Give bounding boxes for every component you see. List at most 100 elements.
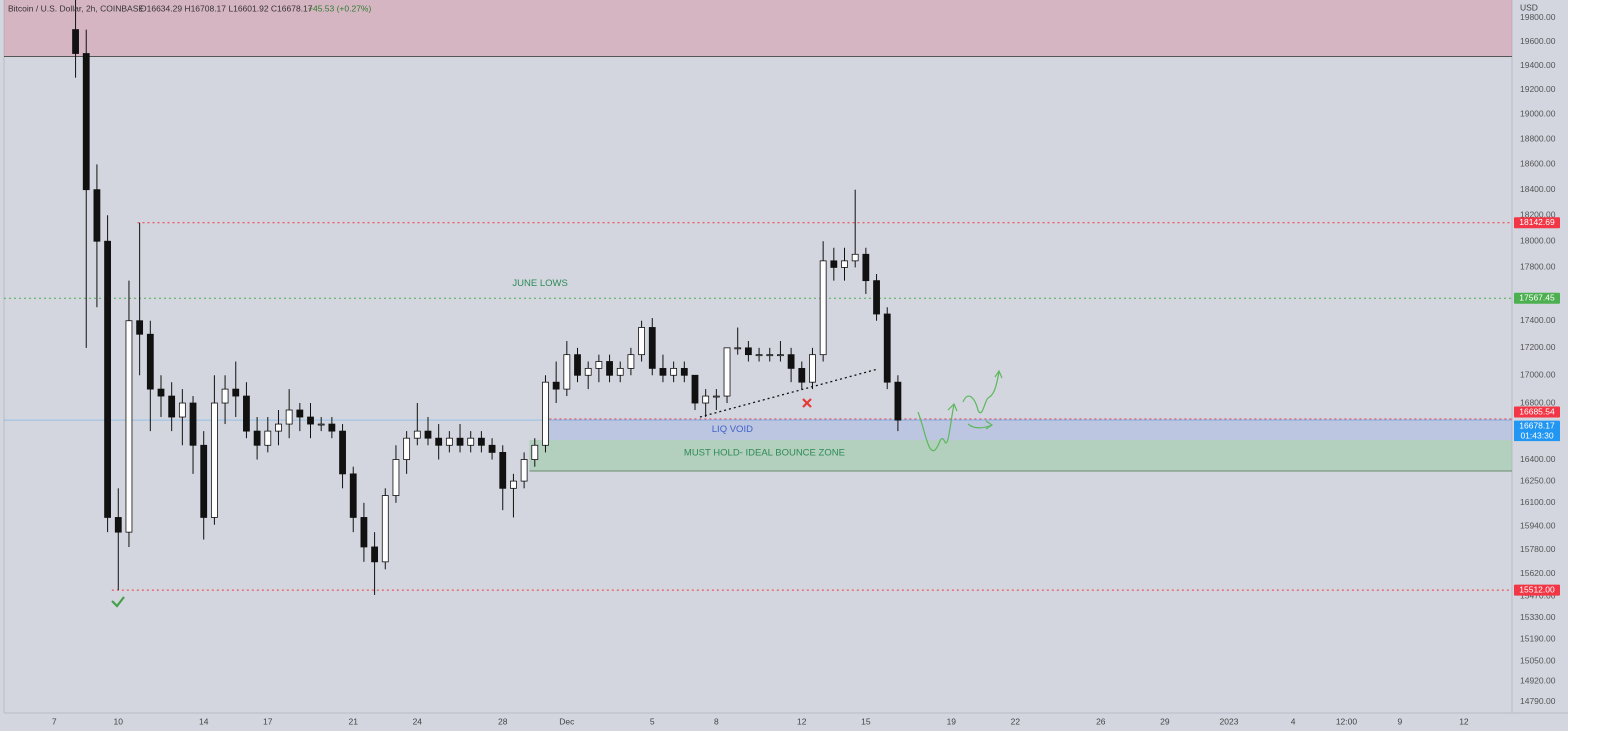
countdown-box bbox=[1514, 431, 1560, 442]
candle-body bbox=[670, 367, 678, 376]
x-tick-label: 15 bbox=[861, 716, 871, 726]
candle-body bbox=[627, 354, 635, 369]
y-tick-label: 19000.00 bbox=[1520, 109, 1556, 119]
candle-body bbox=[168, 395, 176, 418]
candle-body bbox=[584, 367, 592, 376]
level-label: 16685.54 bbox=[1519, 406, 1555, 416]
check-mark bbox=[111, 596, 125, 608]
x-tick-label: 4 bbox=[1291, 716, 1296, 726]
level-label-box bbox=[1514, 217, 1560, 229]
change: +45.53 (+0.27%) bbox=[308, 3, 371, 13]
candle-body bbox=[403, 437, 411, 460]
y-tick-label: 14790.00 bbox=[1520, 696, 1556, 706]
y-tick-label: 15780.00 bbox=[1520, 544, 1556, 554]
axes: 19800.00 19600.00 19400.00 19200.00 19000.00… bbox=[52, 12, 1560, 726]
zone bbox=[4, 0, 1512, 57]
x-tick-label: 21 bbox=[348, 716, 358, 726]
candle-body bbox=[232, 388, 240, 397]
y-tick-label: 14920.00 bbox=[1520, 676, 1556, 686]
candle-body bbox=[809, 354, 816, 383]
y-tick-label: 18200.00 bbox=[1520, 210, 1556, 220]
candle-body bbox=[755, 354, 763, 357]
annotation: MUST HOLD- IDEAL BOUNCE ZONE bbox=[684, 448, 845, 459]
x-tick-label: 5 bbox=[650, 716, 655, 726]
x-tick-label: 24 bbox=[413, 716, 423, 726]
y-tick-label: 16100.00 bbox=[1520, 497, 1556, 507]
candle-body bbox=[552, 381, 560, 390]
candles bbox=[72, 0, 902, 595]
y-tick-label: 16250.00 bbox=[1520, 475, 1556, 485]
candle-body bbox=[638, 327, 645, 356]
y-tick-label: 15330.00 bbox=[1520, 612, 1556, 622]
y-tick-label: 17800.00 bbox=[1520, 262, 1556, 272]
candle-body bbox=[125, 320, 133, 533]
y-tick-label: 15050.00 bbox=[1520, 655, 1556, 665]
candle-body bbox=[712, 395, 720, 398]
x-tick-label: 12 bbox=[797, 716, 807, 726]
x-tick-label: 26 bbox=[1096, 716, 1106, 726]
candle-body bbox=[862, 253, 870, 282]
candle-body bbox=[200, 444, 208, 518]
candle-body bbox=[744, 347, 752, 356]
candle-body bbox=[424, 430, 432, 439]
currency: USD bbox=[1520, 2, 1538, 12]
candle-body bbox=[381, 495, 389, 563]
y-tick-label: 19400.00 bbox=[1520, 60, 1556, 70]
candle-body bbox=[456, 437, 464, 446]
candle-body bbox=[798, 367, 806, 383]
candle-body bbox=[766, 354, 774, 357]
candle-body bbox=[371, 546, 378, 563]
candle-body bbox=[499, 452, 507, 489]
y-tick-label: 18800.00 bbox=[1520, 133, 1556, 143]
y-tick-label: 16800.00 bbox=[1520, 397, 1556, 407]
y-tick-label: 17400.00 bbox=[1520, 315, 1556, 325]
annotations: JUNE LOWS LIQ VOID MUST HOLD- IDEAL BOUNCE… bbox=[512, 278, 844, 459]
candle-body bbox=[221, 388, 229, 404]
x-tick-label: 8 bbox=[714, 716, 719, 726]
candle-body bbox=[285, 409, 293, 425]
chart-background bbox=[0, 0, 1568, 731]
levels bbox=[4, 222, 1512, 591]
y-tick-label: 15620.00 bbox=[1520, 568, 1556, 578]
y-tick-label: 17200.00 bbox=[1520, 342, 1556, 352]
candle-body bbox=[819, 260, 827, 356]
annotation: JUNE LOWS bbox=[512, 278, 567, 289]
candle-body bbox=[189, 402, 197, 446]
level-label-box bbox=[1514, 292, 1560, 304]
level-label: 15512.00 bbox=[1519, 584, 1555, 594]
candle-body bbox=[445, 437, 453, 446]
x-tick-label: 12:00 bbox=[1336, 716, 1358, 726]
candle-body bbox=[210, 402, 218, 518]
current-price-label-box bbox=[1514, 420, 1560, 432]
candle-body bbox=[349, 473, 357, 518]
x-tick-label: Dec bbox=[559, 716, 575, 726]
ohlc-readout: O16634.29 H16708.17 L16601.92 C16678.17 bbox=[140, 3, 313, 13]
y-tick-label: 18600.00 bbox=[1520, 159, 1556, 169]
candle-body bbox=[616, 367, 624, 376]
y-tick-label: 19800.00 bbox=[1520, 12, 1556, 22]
candle-body bbox=[93, 189, 101, 242]
cross-mark bbox=[802, 398, 812, 408]
y-tick-label: 18000.00 bbox=[1520, 235, 1556, 245]
x-tick-label: 19 bbox=[947, 716, 957, 726]
candle-body bbox=[136, 320, 144, 335]
candle-body bbox=[253, 430, 261, 446]
candle-body bbox=[243, 395, 250, 432]
candle-body bbox=[104, 240, 111, 518]
candle-body bbox=[894, 381, 902, 421]
x-tick-label: 29 bbox=[1160, 716, 1170, 726]
level-label: 17567.45 bbox=[1519, 293, 1555, 303]
candle-body bbox=[883, 313, 891, 383]
x-tick-label: 9 bbox=[1397, 716, 1402, 726]
y-tick-label: 15190.00 bbox=[1520, 634, 1556, 644]
y-tick-label: 18400.00 bbox=[1520, 184, 1556, 194]
candle-body bbox=[574, 354, 581, 376]
level-label: 18142.69 bbox=[1519, 217, 1555, 227]
trend-line bbox=[699, 368, 879, 418]
projection-arrows bbox=[917, 369, 1003, 452]
candle-body bbox=[72, 29, 79, 54]
candle-body bbox=[777, 354, 784, 357]
candle-body bbox=[830, 260, 838, 268]
x-tick-label: 17 bbox=[263, 716, 273, 726]
